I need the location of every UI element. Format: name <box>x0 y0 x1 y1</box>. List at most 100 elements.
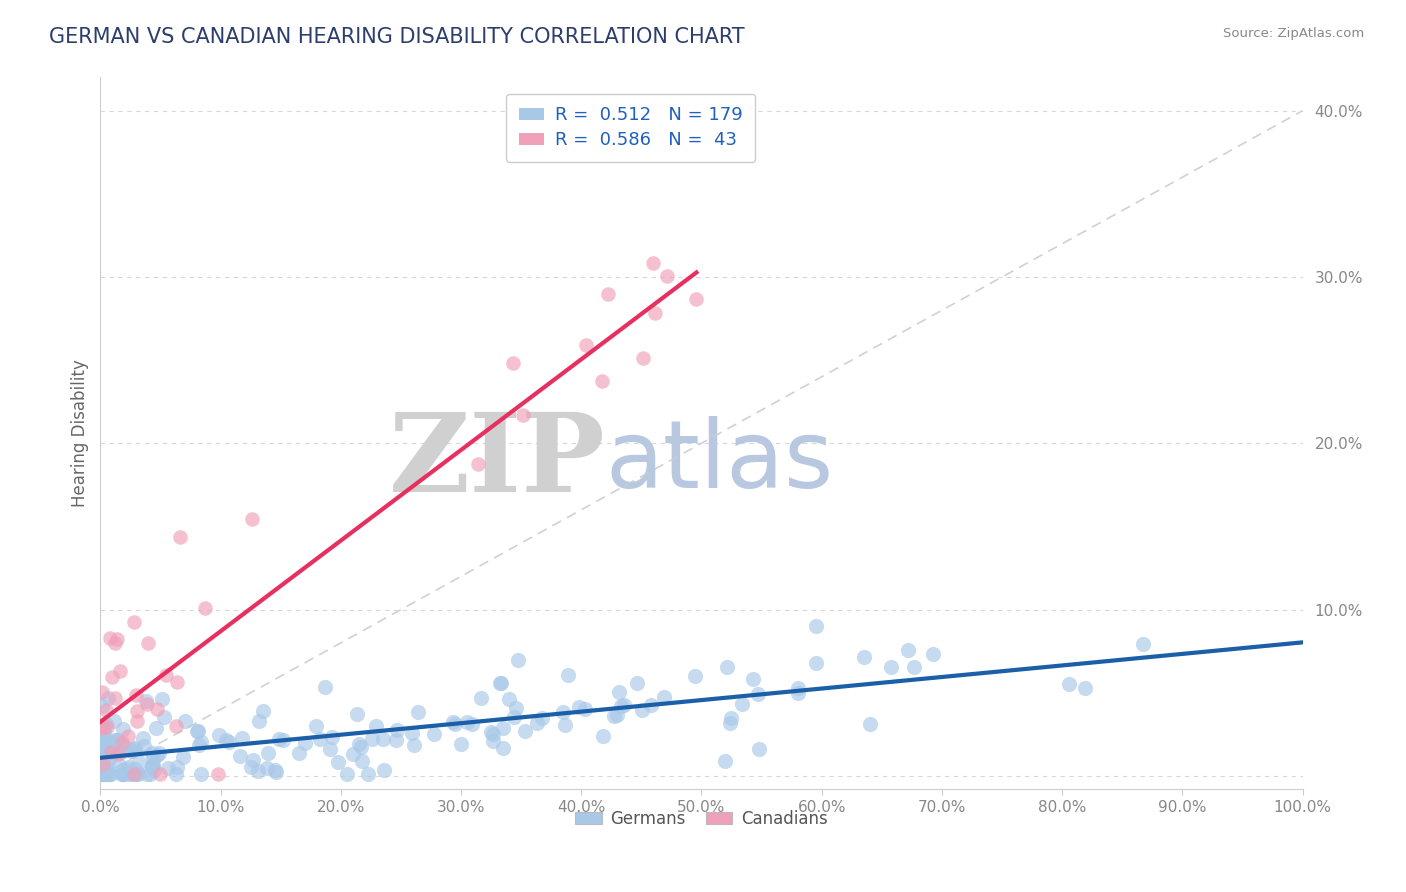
Point <box>460 716 482 731</box>
Point <box>104 733 127 747</box>
Point <box>138 767 160 781</box>
Point <box>187 723 209 738</box>
Point <box>346 706 368 721</box>
Point <box>190 767 212 781</box>
Point <box>456 714 478 729</box>
Point <box>804 619 827 633</box>
Point <box>169 530 191 544</box>
Point <box>135 693 157 707</box>
Point <box>373 763 395 777</box>
Point <box>98 752 121 766</box>
Point <box>111 763 134 777</box>
Point <box>124 688 146 702</box>
Point <box>859 716 882 731</box>
Point <box>305 719 328 733</box>
Point <box>142 758 165 772</box>
Point <box>644 306 666 320</box>
Point <box>408 706 430 720</box>
Point <box>132 739 155 753</box>
Point <box>117 762 139 776</box>
Point <box>921 647 943 661</box>
Point <box>387 723 409 738</box>
Point <box>187 738 209 752</box>
Point <box>112 767 135 781</box>
Point <box>371 732 394 747</box>
Point <box>145 721 167 735</box>
Point <box>91 718 114 732</box>
Point <box>136 636 159 650</box>
Point <box>350 754 373 768</box>
Point <box>242 753 264 767</box>
Point <box>90 747 112 761</box>
Point <box>384 732 406 747</box>
Point <box>142 763 165 777</box>
Point <box>148 746 170 760</box>
Point <box>166 674 188 689</box>
Point <box>98 767 121 781</box>
Point <box>640 698 662 713</box>
Point <box>328 755 350 769</box>
Point <box>603 709 626 723</box>
Point <box>347 737 370 751</box>
Point <box>610 698 633 713</box>
Point <box>103 714 125 728</box>
Point <box>125 714 148 729</box>
Point <box>93 761 115 775</box>
Point <box>402 739 425 753</box>
Point <box>172 750 194 764</box>
Point <box>108 664 131 678</box>
Point <box>107 747 129 761</box>
Point <box>492 721 515 735</box>
Point <box>122 742 145 756</box>
Point <box>142 751 165 765</box>
Point <box>489 676 512 690</box>
Point <box>314 680 336 694</box>
Point <box>470 691 492 706</box>
Legend: Germans, Canadians: Germans, Canadians <box>569 803 834 834</box>
Point <box>531 711 554 725</box>
Point <box>124 767 146 781</box>
Point <box>731 697 754 711</box>
Point <box>357 767 380 781</box>
Point <box>150 691 173 706</box>
Point <box>748 742 770 756</box>
Point <box>633 351 655 365</box>
Point <box>718 716 741 731</box>
Point <box>98 735 121 749</box>
Point <box>720 711 742 725</box>
Point <box>173 714 195 729</box>
Point <box>512 408 534 422</box>
Point <box>492 740 515 755</box>
Point <box>91 767 114 781</box>
Point <box>118 767 141 781</box>
Point <box>135 767 157 781</box>
Point <box>685 292 707 306</box>
Point <box>186 723 208 738</box>
Point <box>441 715 464 730</box>
Point <box>479 725 502 739</box>
Point <box>96 756 118 771</box>
Point <box>93 737 115 751</box>
Point <box>125 704 148 718</box>
Point <box>607 684 630 698</box>
Point <box>141 746 163 760</box>
Point <box>613 698 636 712</box>
Point <box>132 731 155 746</box>
Point <box>252 704 274 718</box>
Point <box>606 708 628 723</box>
Point <box>124 740 146 755</box>
Point <box>553 705 575 719</box>
Point <box>229 749 252 764</box>
Text: Source: ZipAtlas.com: Source: ZipAtlas.com <box>1223 27 1364 40</box>
Point <box>111 722 134 736</box>
Point <box>716 660 738 674</box>
Point <box>118 760 141 774</box>
Point <box>121 744 143 758</box>
Point <box>742 672 765 686</box>
Point <box>141 759 163 773</box>
Point <box>105 632 128 647</box>
Point <box>91 767 114 781</box>
Point <box>136 697 159 711</box>
Point <box>94 702 117 716</box>
Point <box>239 759 262 773</box>
